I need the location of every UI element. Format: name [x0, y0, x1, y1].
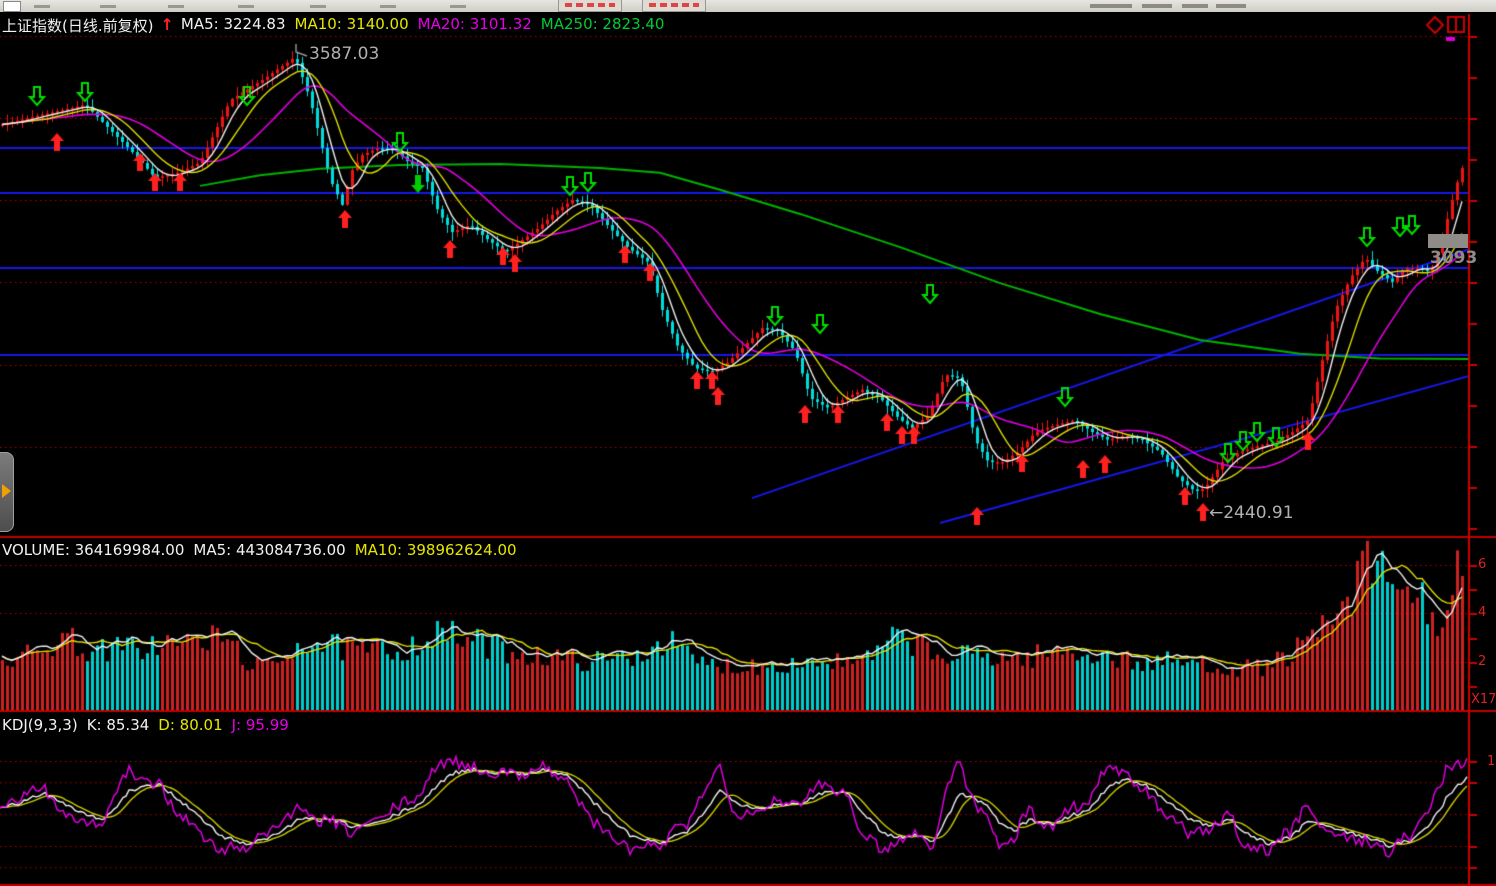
- toolbar-status-stub: [1182, 4, 1208, 8]
- kdj-d-value: D: 80.01: [158, 716, 223, 734]
- kdj-j-value: J: 95.99: [231, 716, 289, 734]
- menu-item-stub: [238, 5, 254, 8]
- volume-axis-label-4: 4: [1478, 605, 1487, 620]
- kdj-header: KDJ(9,3,3) K: 85.34 D: 80.01 J: 95.99: [2, 716, 289, 734]
- kdj-axis-label-100: 10: [1487, 754, 1496, 769]
- ma5-value: MA5: 3224.83: [180, 15, 286, 33]
- volume-ma5-value: MA5: 443084736.00: [193, 541, 346, 559]
- ma250-value: MA250: 2823.40: [540, 15, 665, 33]
- volume-value: VOLUME: 364169984.00: [2, 541, 185, 559]
- price-flag-label: 3093: [1430, 248, 1478, 268]
- window-icon: [3, 1, 21, 12]
- menu-item-stub: [380, 5, 396, 8]
- sidebar-expand-handle[interactable]: [0, 452, 14, 532]
- price-flag-box: [1428, 234, 1468, 248]
- kdj-k-value: K: 85.34: [86, 716, 150, 734]
- toolbar-button-2[interactable]: [642, 0, 706, 12]
- volume-header: VOLUME: 364169984.00 MA5: 443084736.00 M…: [2, 541, 517, 559]
- volume-axis-label-2: 2: [1478, 654, 1487, 669]
- volume-ma10-value: MA10: 398962624.00: [354, 541, 517, 559]
- expand-arrow-icon: [2, 484, 11, 498]
- symbol-title: 上证指数(日线.前复权): [2, 17, 154, 35]
- trough-price-annotation: ←2440.91: [1209, 503, 1294, 523]
- volume-unit-label: X17: [1471, 692, 1496, 707]
- menu-item-stub: [168, 5, 184, 8]
- toolbar[interactable]: [0, 0, 1496, 14]
- volume-axis-label-6: 6: [1478, 557, 1487, 572]
- toolbar-status-stub: [1142, 4, 1172, 8]
- toolbar-status-stub: [1216, 4, 1246, 8]
- toolbar-button-1[interactable]: [558, 0, 622, 12]
- main-chart-header: 上证指数(日线.前复权) ↑ MA5: 3224.83 MA10: 3140.0…: [2, 15, 664, 36]
- toolbar-status-stub: [1090, 4, 1132, 8]
- menu-item-stub: [450, 5, 466, 8]
- menu-item-stub: [310, 5, 326, 8]
- ma20-value: MA20: 3101.32: [417, 15, 532, 33]
- up-arrow-icon: ↑: [160, 15, 174, 34]
- kdj-title: KDJ(9,3,3): [2, 716, 78, 734]
- ma10-value: MA10: 3140.00: [294, 15, 409, 33]
- menu-item-stub: [34, 5, 50, 8]
- menu-item-stub: [100, 5, 116, 8]
- peak-price-annotation: 3587.03: [309, 44, 380, 64]
